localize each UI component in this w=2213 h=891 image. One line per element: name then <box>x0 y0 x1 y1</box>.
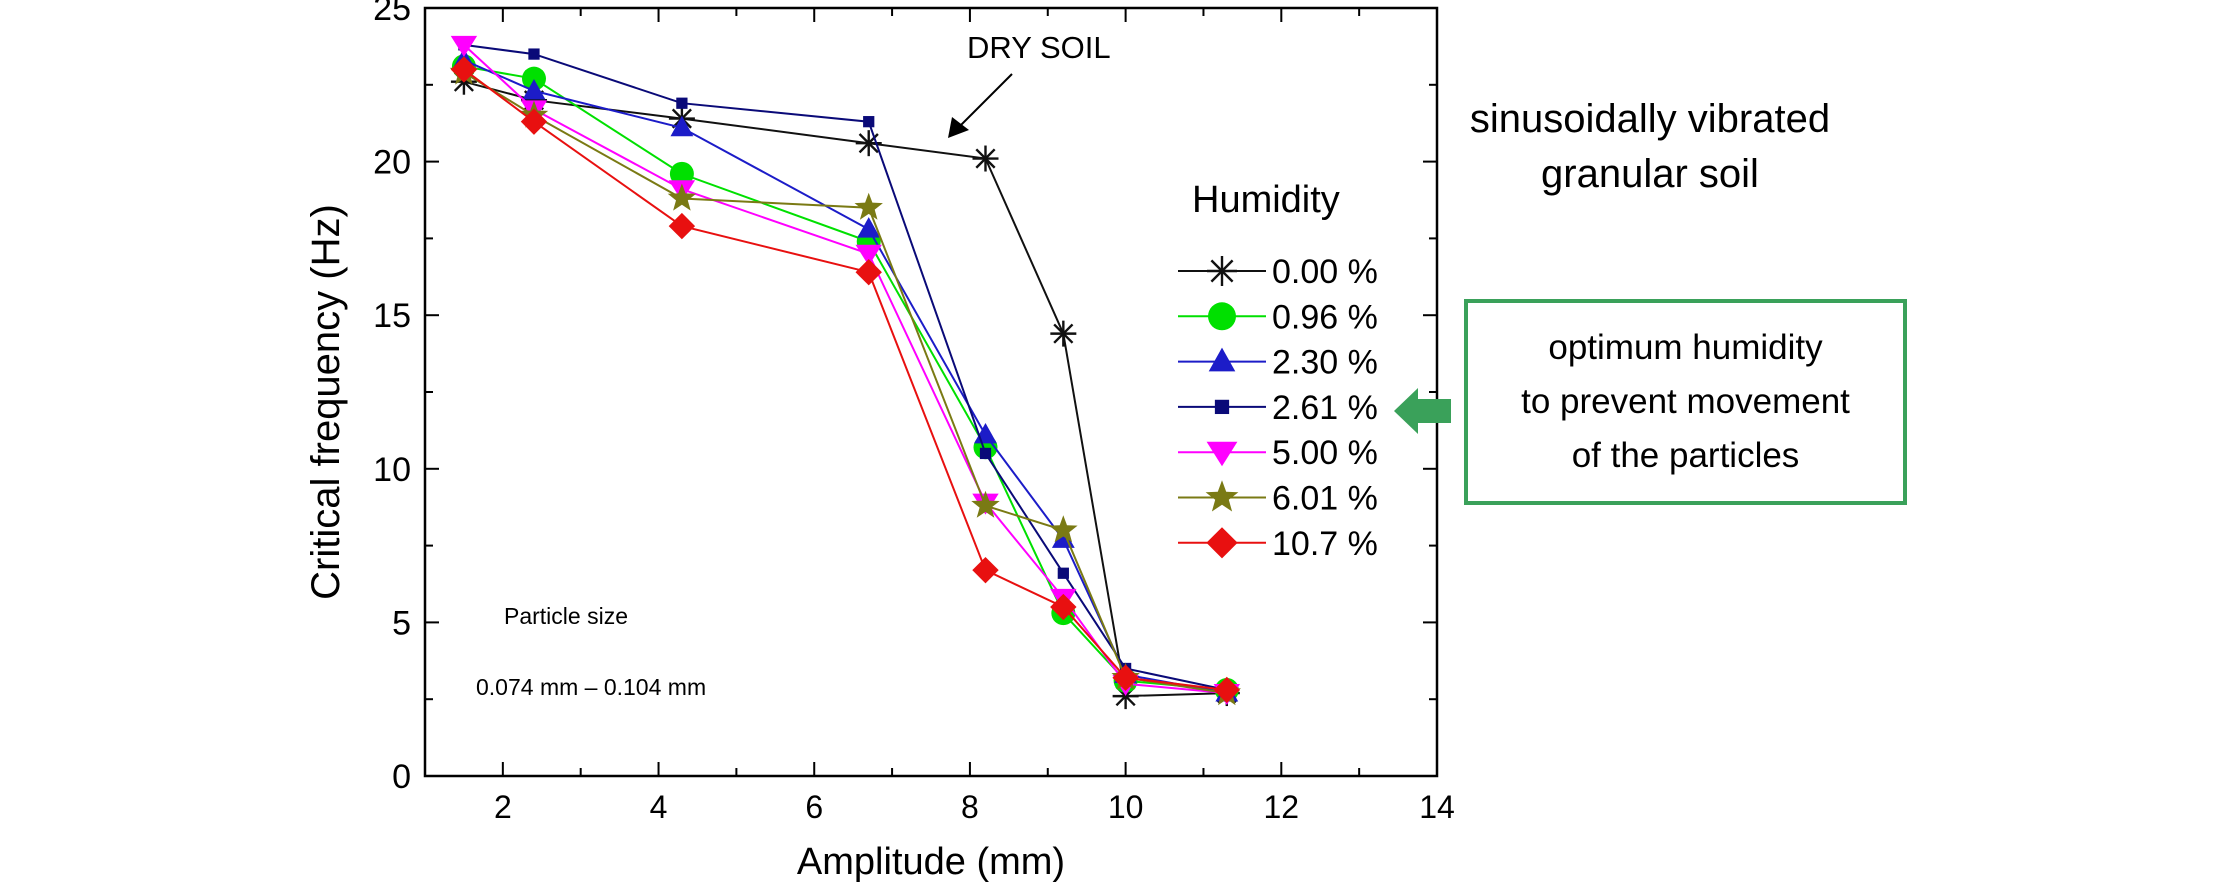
asterisk-stroke <box>1210 259 1234 283</box>
side-title: sinusoidally vibrated granular soil <box>1430 92 1870 202</box>
triangle-marker <box>1208 347 1236 372</box>
x-tick-label: 4 <box>650 789 668 825</box>
y-tick-label: 10 <box>373 451 411 489</box>
legend-label: 0.00 % <box>1272 253 1378 291</box>
diamond-marker <box>668 212 696 240</box>
y-tick-label: 15 <box>373 297 411 335</box>
legend-label: 5.00 % <box>1272 434 1378 472</box>
callout-line-2: to prevent movement <box>1521 382 1850 421</box>
triangle-marker <box>670 115 694 137</box>
star-marker <box>854 192 883 220</box>
diamond-marker <box>1213 676 1241 704</box>
x-tick-label: 12 <box>1264 789 1300 825</box>
legend-label: 2.30 % <box>1272 344 1378 382</box>
asterisk-stroke <box>1053 323 1074 344</box>
y-tick-label: 25 <box>373 0 411 28</box>
diamond-marker <box>855 258 882 286</box>
square-marker <box>1057 567 1069 579</box>
dry-soil-arrowhead <box>948 117 969 138</box>
series-line <box>463 65 1227 691</box>
square-marker <box>863 116 875 128</box>
diamond-marker <box>450 56 478 83</box>
callout-box: optimum humidity to prevent movement of … <box>1464 299 1907 505</box>
legend-label: 10.7 % <box>1272 525 1378 563</box>
x-tick-label: 2 <box>494 789 512 825</box>
y-axis-label: Critical frequency (Hz) <box>304 204 348 600</box>
circle-marker <box>669 161 694 186</box>
square-marker <box>979 447 992 460</box>
square-marker <box>1214 399 1230 415</box>
legend-item: 6.01 % <box>1178 480 1378 518</box>
callout-arrowhead <box>1394 388 1418 434</box>
circle-marker <box>1208 302 1236 331</box>
particle-size-label: Particle size <box>504 603 628 629</box>
legend-item: 5.00 % <box>1178 434 1378 472</box>
x-tick-label: 14 <box>1419 789 1455 825</box>
particle-size-value: 0.074 mm – 0.104 mm <box>476 674 706 700</box>
legend: Humidity 0.00 % 0.96 % 2.30 % 2.61 % 5.00 % 6.… <box>1178 179 1378 563</box>
legend-item: 2.61 % <box>1178 389 1378 427</box>
legend-label: 6.01 % <box>1272 480 1378 518</box>
diamond-marker <box>1112 664 1139 691</box>
triangle-down-marker <box>450 35 478 57</box>
legend-item: 0.96 % <box>1178 298 1378 336</box>
annotations: DRY SOIL Particle size 0.074 mm – 0.104 mm <box>476 30 1451 700</box>
diamond-marker <box>1206 527 1238 559</box>
legend-label: 0.96 % <box>1272 298 1378 336</box>
triangle-marker <box>522 78 546 100</box>
asterisk-stroke <box>975 148 996 169</box>
circle-marker <box>521 66 546 91</box>
y-tick-label: 0 <box>392 758 411 796</box>
x-tick-label: 10 <box>1108 789 1144 825</box>
star-marker <box>971 490 1000 518</box>
series-7 <box>450 56 1241 704</box>
dry-soil-label: DRY SOIL <box>967 30 1111 65</box>
diamond-marker <box>1050 593 1077 621</box>
diamond-marker <box>972 556 999 584</box>
legend-label: 2.61 % <box>1272 389 1378 427</box>
asterisk-marker <box>855 130 882 157</box>
triangle-down-marker <box>855 244 882 266</box>
legend-item: 2.30 % <box>1178 344 1378 382</box>
side-title-line-2: granular soil <box>1541 152 1759 196</box>
star-marker <box>1205 480 1239 512</box>
legend-item: 10.7 % <box>1178 525 1378 563</box>
asterisk-marker <box>1050 320 1077 347</box>
asterisk-marker <box>1207 256 1237 286</box>
series-line <box>463 44 1227 695</box>
series-line <box>463 71 1227 695</box>
square-marker <box>528 48 540 60</box>
legend-item: 0.00 % <box>1178 253 1378 291</box>
series-line <box>463 59 1227 695</box>
series-line <box>463 80 1227 698</box>
y-tick-label: 20 <box>373 144 411 182</box>
callout-line-1: optimum humidity <box>1548 328 1823 367</box>
triangle-marker <box>857 217 881 238</box>
dry-soil-arrow-line <box>955 73 1013 131</box>
series-layer <box>449 35 1241 710</box>
legend-title: Humidity <box>1192 179 1340 221</box>
axes: 2 4 6 8 10 12 14 0 5 10 15 20 25 Amplitude (mm) Critic… <box>304 0 1455 883</box>
x-axis-label: Amplitude (mm) <box>797 841 1065 883</box>
star-marker <box>667 183 697 211</box>
series-line <box>463 43 1228 691</box>
callout-arrow-body <box>1416 399 1451 423</box>
side-title-line-1: sinusoidally vibrated <box>1469 97 1831 141</box>
y-tick-label: 5 <box>392 604 411 642</box>
diamond-marker <box>520 108 548 135</box>
x-tick-label: 8 <box>961 789 979 825</box>
square-marker <box>676 97 688 109</box>
series-line <box>463 68 1227 691</box>
x-tick-label: 6 <box>805 789 823 825</box>
asterisk-marker <box>972 145 999 172</box>
star-marker <box>1049 515 1078 543</box>
triangle-down-marker <box>1206 441 1238 467</box>
callout-line-3: of the particles <box>1571 436 1800 475</box>
